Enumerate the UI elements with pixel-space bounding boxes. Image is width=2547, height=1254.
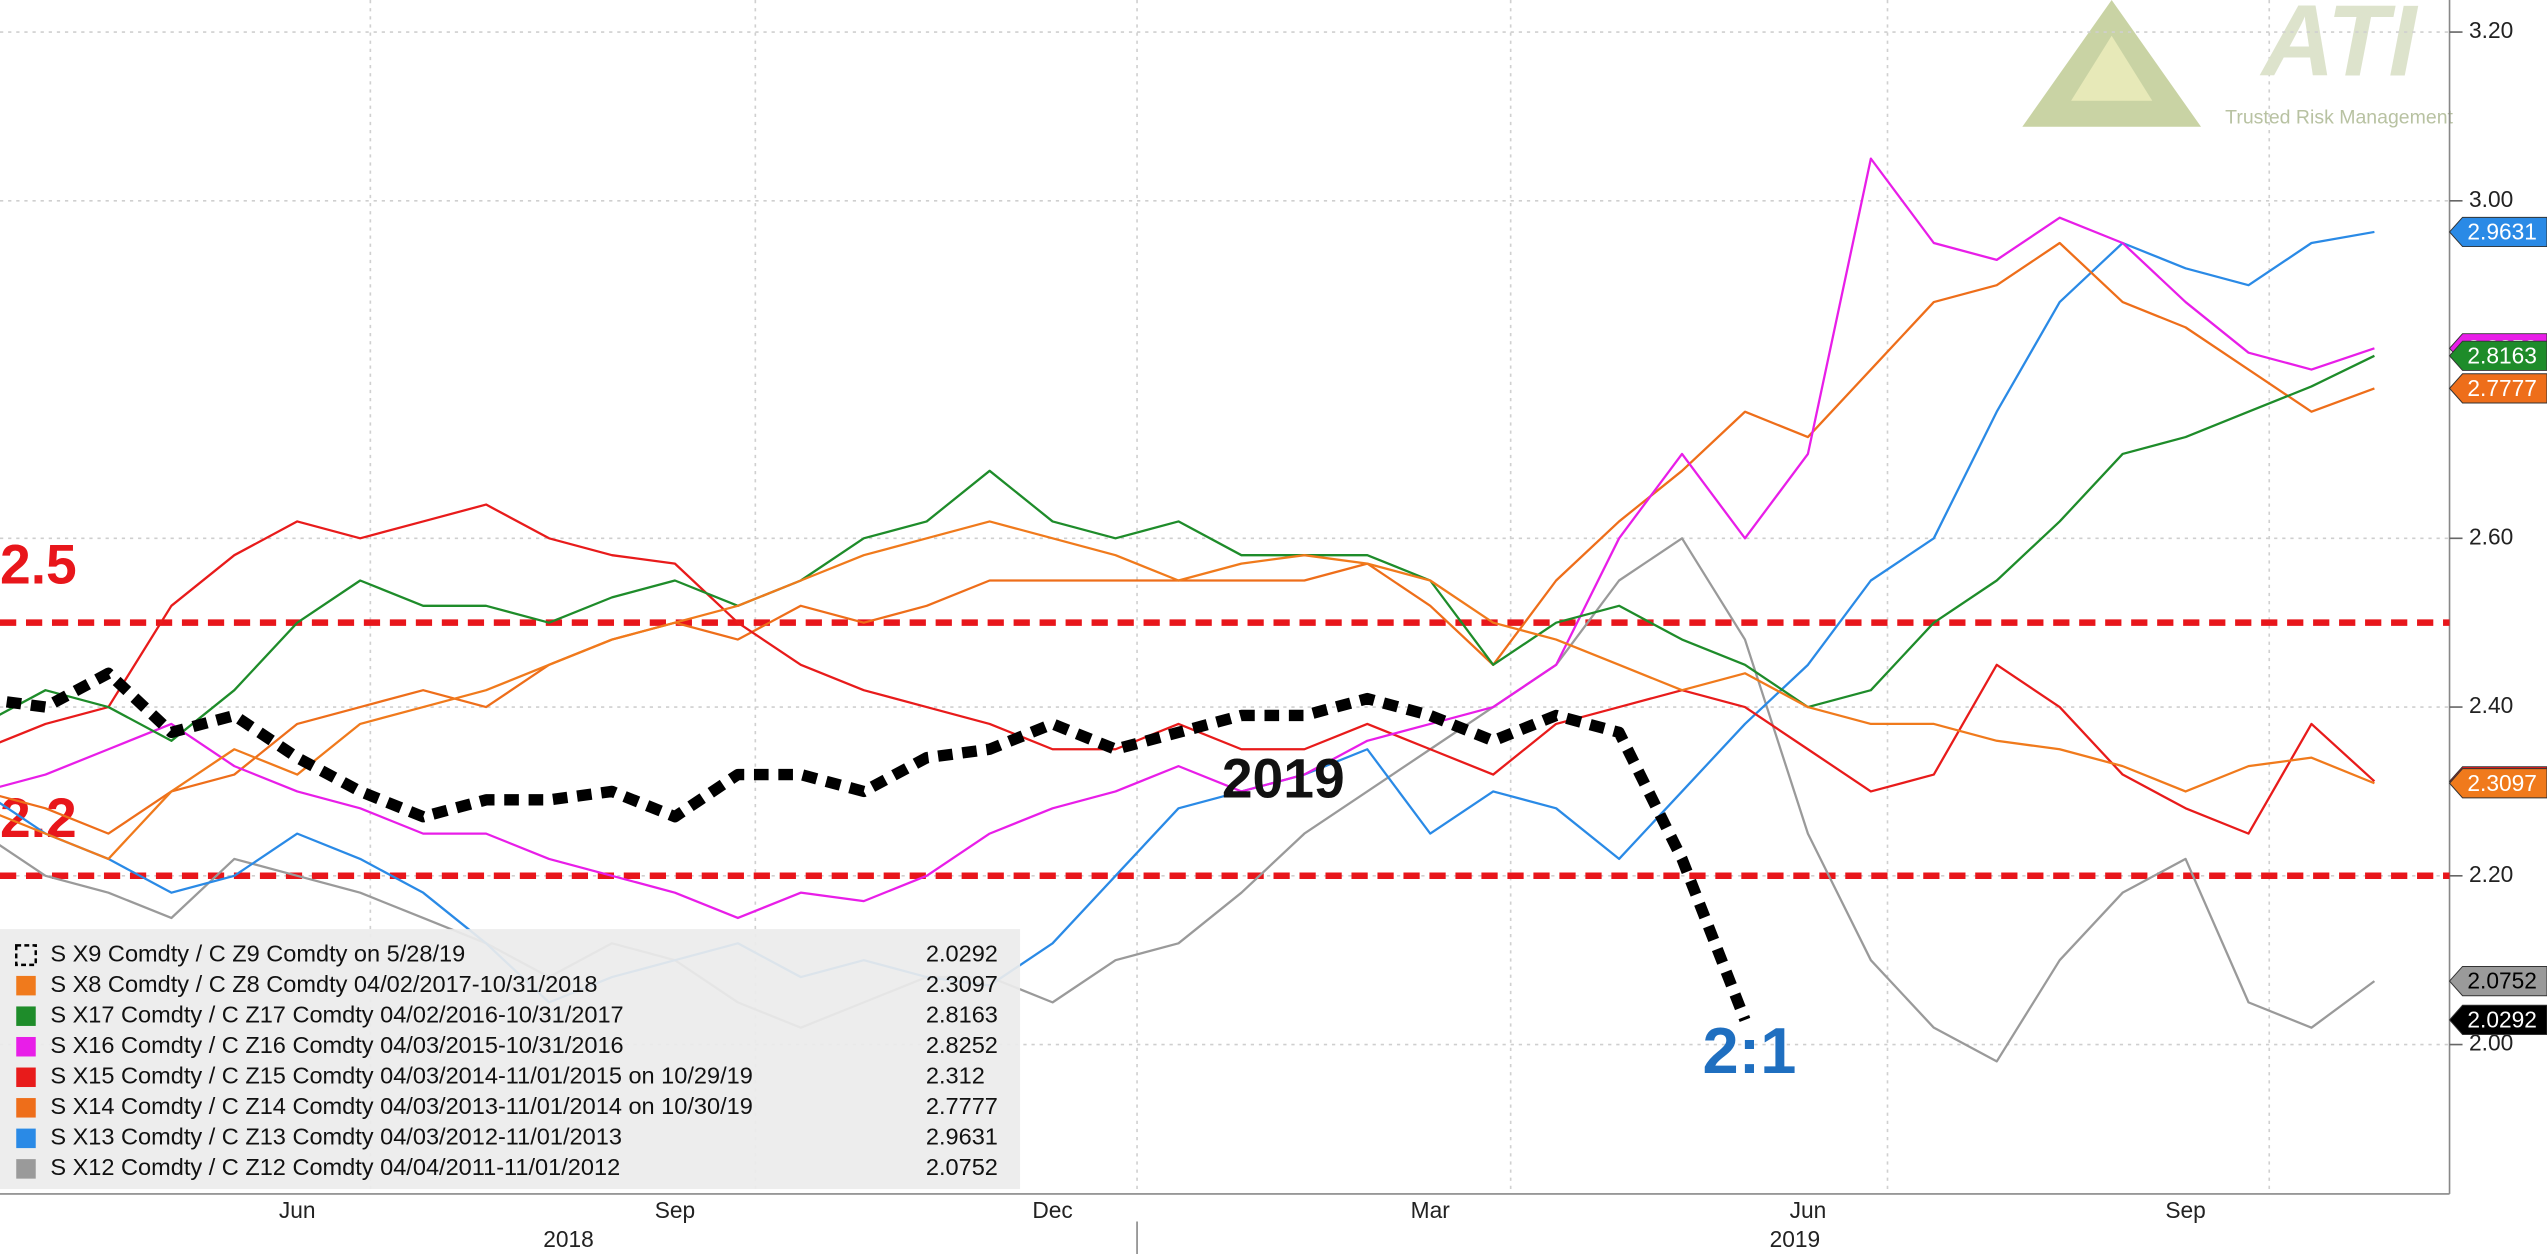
value-tag-label: 2.0292: [2467, 1007, 2537, 1033]
value-tag: [2448, 373, 2547, 404]
series-line: [0, 667, 1751, 1022]
y-tick-label: 2.40: [2469, 692, 2513, 718]
legend-swatch: [16, 1036, 36, 1057]
logo-tagline: Trusted Risk Management: [2225, 107, 2453, 129]
legend-label: S X14 Comdty / C Z14 Comdty 04/03/2013-1…: [50, 1093, 753, 1119]
legend-swatch: [16, 1067, 36, 1088]
value-tag-label: 2.0752: [2467, 968, 2537, 994]
legend-value: 2.3097: [926, 971, 998, 997]
legend-value: 2.312: [926, 1062, 985, 1088]
annotation: 2:1: [1702, 1014, 1796, 1087]
legend-label: S X12 Comdty / C Z12 Comdty 04/04/2011-1…: [50, 1154, 620, 1180]
x-tick-label: Sep: [2165, 1197, 2205, 1223]
legend: S X9 Comdty / C Z9 Comdty on 5/28/19 2.02…: [0, 929, 1021, 1190]
value-tag-label: 2.8163: [2467, 342, 2537, 368]
annotation: 2019: [1222, 748, 1345, 810]
value-tag: [2448, 966, 2547, 997]
legend-label: S X15 Comdty / C Z15 Comdty 04/03/2014-1…: [50, 1062, 753, 1088]
legend-label: S X9 Comdty / C Z9 Comdty on 5/28/19: [50, 940, 465, 966]
legend-value: 2.9631: [926, 1124, 998, 1150]
legend-value: 2.0752: [926, 1154, 998, 1180]
legend-swatch: [16, 1098, 36, 1118]
x-tick-label: Mar: [1411, 1197, 1451, 1223]
x-tick-label: Dec: [1032, 1197, 1072, 1223]
series-line: [0, 354, 2375, 742]
y-tick-label: 2.60: [2469, 523, 2513, 549]
value-tag: [2448, 340, 2547, 371]
legend-swatch: [16, 975, 36, 996]
logo: ATI Trusted Risk Management: [2022, 0, 2454, 129]
legend-box: [0, 929, 1021, 1190]
x-group-label: 2018: [543, 1226, 594, 1252]
legend-value: 2.8163: [926, 1001, 998, 1027]
logo-triangle-inner: [2071, 35, 2153, 101]
legend-label: S X16 Comdty / C Z16 Comdty 04/03/2015-1…: [50, 1032, 623, 1058]
legend-value: 2.8252: [926, 1032, 998, 1058]
reference-label: 2.5: [0, 534, 77, 596]
value-tag: [2448, 768, 2547, 799]
value-tag-label: 2.3097: [2467, 770, 2537, 796]
x-tick-label: Jun: [1790, 1197, 1827, 1223]
legend-swatch: [16, 1006, 36, 1026]
x-group-label: 2019: [1770, 1226, 1821, 1252]
series-line: [0, 537, 2376, 1063]
legend-label: S X8 Comdty / C Z8 Comdty 04/02/2017-10/…: [50, 971, 597, 997]
y-tick-label: 3.20: [2469, 17, 2513, 43]
series-line: [0, 157, 2375, 920]
legend-swatch: [15, 944, 37, 967]
y-tick-label: 3.00: [2469, 186, 2513, 212]
legend-swatch: [16, 1159, 36, 1179]
legend-label: S X17 Comdty / C Z17 Comdty 04/02/2016-1…: [50, 1001, 623, 1027]
x-tick-label: Sep: [655, 1197, 695, 1223]
value-tag: [2448, 1004, 2547, 1036]
legend-value: 2.0292: [926, 940, 998, 966]
legend-value: 2.7777: [926, 1093, 998, 1119]
series-line: [0, 230, 2375, 1004]
value-tag-label: 2.9631: [2467, 219, 2537, 245]
legend-label: S X13 Comdty / C Z13 Comdty 04/03/2012-1…: [50, 1124, 622, 1150]
series-line: [0, 520, 2375, 861]
y-tick-label: 2.20: [2469, 861, 2513, 887]
value-tag-label: 2.7777: [2467, 375, 2537, 401]
legend-swatch: [16, 1128, 36, 1149]
x-tick-label: Jun: [279, 1197, 316, 1223]
value-tag: [2448, 216, 2547, 248]
reference-label: 2.2: [0, 787, 77, 849]
series-line: [0, 503, 2376, 835]
logo-text: ATI: [2259, 0, 2419, 97]
